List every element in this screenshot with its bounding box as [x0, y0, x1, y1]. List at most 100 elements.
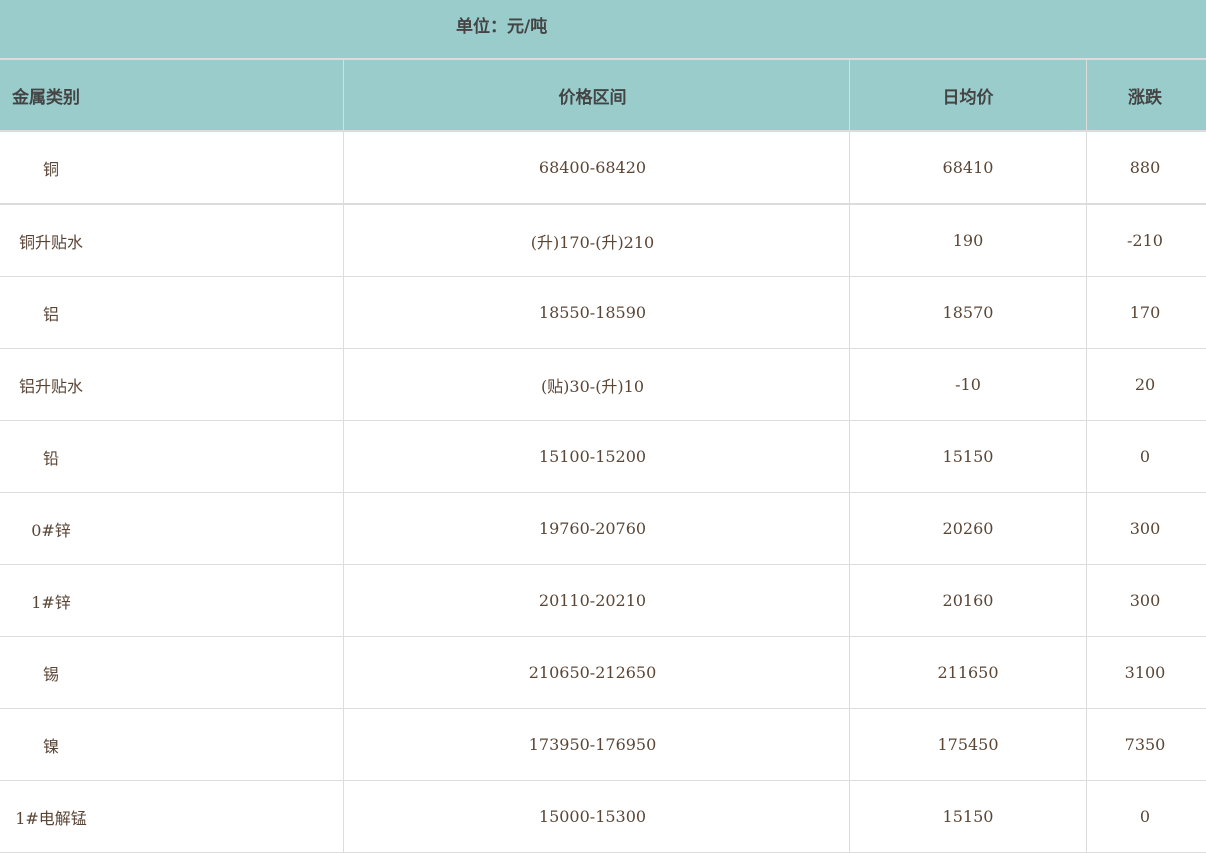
metal-name-cell: 铅: [0, 421, 344, 493]
average-price-cell: 15150: [850, 421, 1087, 493]
change-cell: 3100: [1087, 637, 1206, 709]
change-cell: 0: [1087, 781, 1206, 853]
metal-name: 铝升贴水: [0, 373, 102, 397]
column-header-label: 价格区间: [340, 83, 845, 108]
average-price-cell: -10: [850, 349, 1087, 421]
price-range-cell: 18550-18590: [344, 277, 850, 349]
price-range-cell: 15100-15200: [344, 421, 850, 493]
price-range-cell: 173950-176950: [344, 709, 850, 781]
change-cell: 20: [1087, 349, 1206, 421]
average-price: -10: [850, 375, 1086, 394]
metal-name-cell: 0#锌: [0, 493, 344, 565]
average-price: 18570: [850, 303, 1086, 322]
price-range-cell: (升)170-(升)210: [344, 204, 850, 277]
change: 0: [1057, 807, 1206, 826]
change: 3100: [1057, 663, 1206, 682]
change-cell: 0: [1087, 421, 1206, 493]
metal-name-cell: 铜升贴水: [0, 204, 344, 277]
average-price-cell: 20260: [850, 493, 1087, 565]
metal-name: 锡: [0, 661, 102, 685]
change: -210: [1057, 231, 1206, 250]
metal-name-cell: 镍: [0, 709, 344, 781]
price-range-cell: 210650-212650: [344, 637, 850, 709]
unit-header: 单位：元/吨: [0, 0, 1206, 60]
metal-name-cell: 1#电解锰: [0, 781, 344, 853]
average-price-cell: 18570: [850, 277, 1087, 349]
metal-name: 镍: [0, 733, 102, 757]
metal-name: 0#锌: [0, 517, 102, 541]
column-header-label: 涨跌: [1057, 83, 1206, 108]
change: 0: [1057, 447, 1206, 466]
column-header: 价格区间: [344, 60, 850, 131]
metal-name: 铝: [0, 301, 102, 325]
average-price-cell: 68410: [850, 131, 1087, 204]
average-price: 211650: [850, 663, 1086, 682]
change-cell: 300: [1087, 565, 1206, 637]
unit-label: 单位：元/吨: [456, 12, 547, 37]
price-range-cell: 20110-20210: [344, 565, 850, 637]
metal-name-cell: 铝升贴水: [0, 349, 344, 421]
column-header-label: 金属类别: [0, 83, 343, 108]
average-price-cell: 190: [850, 204, 1087, 277]
metal-name-cell: 铝: [0, 277, 344, 349]
metal-name: 铜: [0, 156, 102, 180]
column-header: 涨跌: [1087, 60, 1206, 131]
change: 170: [1057, 303, 1206, 322]
price-range: 173950-176950: [340, 735, 845, 754]
column-header-label: 日均价: [850, 83, 1086, 108]
change-cell: 170: [1087, 277, 1206, 349]
price-range-cell: 68400-68420: [344, 131, 850, 204]
metal-name: 1#锌: [0, 589, 102, 613]
average-price: 15150: [850, 807, 1086, 826]
price-range: (升)170-(升)210: [340, 229, 845, 253]
metal-name-cell: 锡: [0, 637, 344, 709]
price-range-cell: 19760-20760: [344, 493, 850, 565]
change-cell: 7350: [1087, 709, 1206, 781]
metal-name-cell: 铜: [0, 131, 344, 204]
price-range: 19760-20760: [340, 519, 845, 538]
price-range-cell: 15000-15300: [344, 781, 850, 853]
average-price: 175450: [850, 735, 1086, 754]
metal-name: 铅: [0, 445, 102, 469]
metal-name: 铜升贴水: [0, 229, 102, 253]
price-range: 18550-18590: [340, 303, 845, 322]
average-price-cell: 175450: [850, 709, 1087, 781]
price-range: 68400-68420: [340, 158, 845, 177]
average-price-cell: 211650: [850, 637, 1087, 709]
price-range: 15100-15200: [340, 447, 845, 466]
change: 300: [1057, 519, 1206, 538]
price-range: 210650-212650: [340, 663, 845, 682]
change-cell: -210: [1087, 204, 1206, 277]
average-price: 20260: [850, 519, 1086, 538]
price-range: (贴)30-(升)10: [340, 373, 845, 397]
average-price-cell: 20160: [850, 565, 1087, 637]
column-header-row: 金属类别 价格区间 日均价 涨跌: [0, 60, 1206, 131]
average-price: 20160: [850, 591, 1086, 610]
average-price: 15150: [850, 447, 1086, 466]
price-range: 20110-20210: [340, 591, 845, 610]
metal-name: 1#电解锰: [0, 805, 102, 829]
change: 20: [1057, 375, 1206, 394]
column-header: 金属类别: [0, 60, 344, 131]
price-range: 15000-15300: [340, 807, 845, 826]
average-price: 68410: [850, 158, 1086, 177]
column-header: 日均价: [850, 60, 1087, 131]
average-price-cell: 15150: [850, 781, 1087, 853]
metal-name-cell: 1#锌: [0, 565, 344, 637]
average-price: 190: [850, 231, 1086, 250]
price-range-cell: (贴)30-(升)10: [344, 349, 850, 421]
change-cell: 880: [1087, 131, 1206, 204]
change-cell: 300: [1087, 493, 1206, 565]
change: 7350: [1057, 735, 1206, 754]
change: 300: [1057, 591, 1206, 610]
